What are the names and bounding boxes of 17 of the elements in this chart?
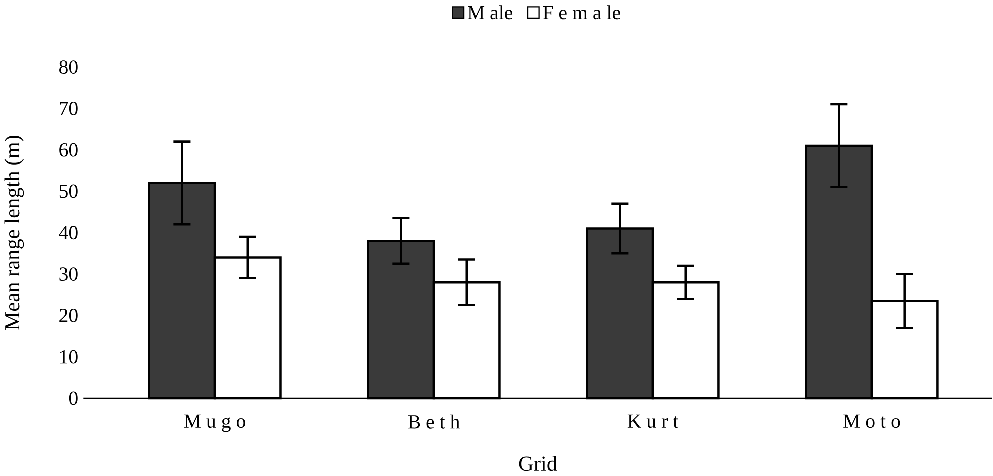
legend-label: M ale [468, 6, 513, 20]
y-tick-label: 80 [60, 60, 78, 74]
y-tick-label: 70 [60, 102, 78, 116]
x-tick-label: B e t h [408, 414, 460, 429]
y-tick-label: 0 [69, 392, 78, 406]
y-tick-label: 40 [59, 226, 78, 240]
y-axis-title: Mean range length (m) [4, 136, 24, 330]
y-tick-label: 30 [60, 268, 78, 282]
legend-label: F e m a le [543, 6, 620, 20]
x-tick-label: K u r t [628, 414, 679, 428]
y-tick-label: 60 [60, 143, 78, 157]
y-tick-label: 50 [60, 184, 78, 198]
x-tick-label: M o t o [844, 414, 900, 428]
x-tick-label: M u g o [184, 414, 246, 432]
x-axis-title: Grid [519, 456, 558, 472]
y-tick-label: 20 [60, 309, 78, 322]
y-tick-label: 10 [60, 350, 78, 364]
